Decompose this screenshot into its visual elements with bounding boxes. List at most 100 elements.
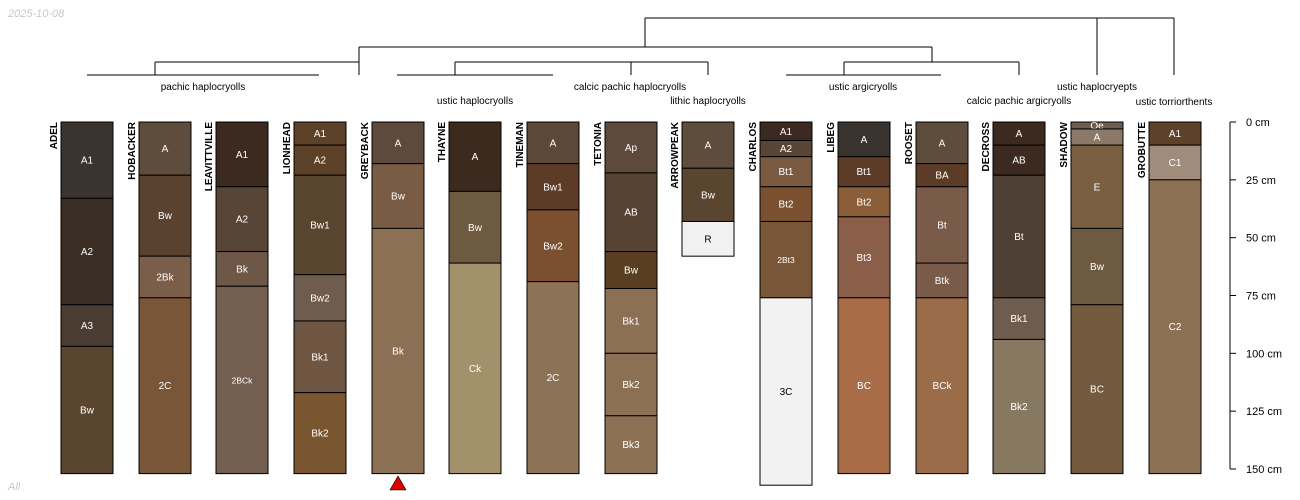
horizon-block bbox=[1148, 179, 1202, 475]
horizon-block bbox=[604, 251, 658, 290]
horizon-block bbox=[604, 121, 658, 174]
profile-arrowpeak: ARROWPEAK A Bw R bbox=[670, 121, 735, 257]
taxon-label: pachic haplocryolls bbox=[161, 82, 246, 93]
horizon-label: 2C bbox=[547, 373, 560, 384]
horizon-label: A1 bbox=[1169, 129, 1182, 140]
profile-name: TINEMAN bbox=[515, 122, 526, 168]
horizon-block bbox=[604, 288, 658, 354]
horizon-label: Bk bbox=[392, 347, 405, 358]
horizon-block bbox=[915, 121, 969, 165]
profile-name: TETONIA bbox=[593, 122, 604, 166]
horizon-block bbox=[448, 190, 502, 264]
horizon-label: Bk2 bbox=[311, 429, 329, 440]
profile-name: SHADOW bbox=[1059, 121, 1070, 167]
profile-name: DECROSS bbox=[981, 122, 992, 172]
horizon-block bbox=[215, 251, 269, 287]
horizon-label: A bbox=[472, 152, 479, 163]
profile-tetonia: TETONIA Ap AB Bw Bk1 Bk2 Bk3 bbox=[593, 121, 658, 475]
profile-adel: ADEL A1 A2 A3 Bw bbox=[49, 121, 114, 475]
horizon-block bbox=[448, 121, 502, 192]
horizon-block bbox=[60, 304, 114, 347]
horizon-label: Oe bbox=[1090, 121, 1104, 132]
horizon-block bbox=[604, 352, 658, 417]
horizon-block bbox=[992, 338, 1046, 475]
horizon-label: A bbox=[162, 144, 169, 155]
horizon-block bbox=[837, 186, 891, 218]
horizon-label: A bbox=[395, 138, 402, 149]
horizon-block bbox=[371, 121, 425, 165]
horizon-label: Ap bbox=[625, 143, 638, 154]
horizon-label: 2Bt3 bbox=[777, 255, 795, 265]
horizon-label: A bbox=[1016, 129, 1023, 140]
horizon-block bbox=[604, 172, 658, 253]
horizon-block bbox=[526, 163, 580, 211]
horizon-block bbox=[759, 220, 813, 299]
horizon-label: A1 bbox=[314, 129, 327, 140]
horizon-label: Bk3 bbox=[622, 440, 640, 451]
horizon-block bbox=[681, 121, 735, 169]
horizon-label: 2Bk bbox=[156, 272, 174, 283]
horizon-label: Bt3 bbox=[856, 253, 871, 264]
axis-tick-label: 150 cm bbox=[1246, 464, 1282, 476]
horizon-block bbox=[138, 174, 192, 257]
horizon-label: Ck bbox=[469, 364, 482, 375]
horizon-label: Bk2 bbox=[622, 380, 640, 391]
horizon-block bbox=[138, 255, 192, 299]
horizon-label: Bt bbox=[1014, 232, 1024, 243]
horizon-label: A2 bbox=[314, 156, 327, 167]
axis-tick-label: 25 cm bbox=[1246, 175, 1276, 187]
profile-charlos: CHARLOS A1 A2 Bt1 Bt2 2Bt3 3C bbox=[748, 121, 813, 486]
taxa-label-group: pachic haplocryolls ustic haplocryolls cal… bbox=[161, 82, 1213, 108]
horizon-block bbox=[138, 297, 192, 475]
horizon-label: 2C bbox=[159, 381, 172, 392]
profile-thayne: THAYNE A Bw Ck bbox=[437, 121, 502, 475]
depth-axis: 0 cm 25 cm 50 cm 75 cm 100 cm 125 cm 150 cm bbox=[1229, 117, 1282, 476]
horizon-block bbox=[371, 227, 425, 475]
horizon-block bbox=[992, 174, 1046, 299]
horizon-label: Bk2 bbox=[1010, 402, 1028, 413]
horizon-label: BC bbox=[1090, 385, 1104, 396]
horizon-label: A1 bbox=[236, 150, 249, 161]
horizon-block bbox=[60, 197, 114, 306]
horizon-block bbox=[526, 121, 580, 165]
horizon-label: A1 bbox=[780, 127, 793, 138]
horizon-label: A bbox=[705, 141, 712, 152]
horizon-label: A bbox=[550, 138, 557, 149]
footer-label: All bbox=[8, 481, 21, 493]
horizon-label: A1 bbox=[81, 156, 94, 167]
horizon-label: Bk bbox=[236, 264, 249, 275]
profile-name: LIBEG bbox=[826, 122, 837, 153]
taxon-label: lithic haplocryolls bbox=[670, 96, 746, 107]
marker-group bbox=[389, 475, 407, 491]
horizon-block bbox=[837, 297, 891, 475]
horizon-block bbox=[915, 297, 969, 475]
profile-name: ADEL bbox=[49, 122, 60, 149]
horizon-label: BCk bbox=[933, 381, 953, 392]
axis-tick-label: 50 cm bbox=[1246, 233, 1276, 245]
horizon-block bbox=[1070, 227, 1124, 306]
horizon-label: C2 bbox=[1169, 322, 1182, 333]
horizon-label: Bw1 bbox=[543, 182, 563, 193]
horizon-label: Bk1 bbox=[622, 316, 640, 327]
horizon-block bbox=[215, 121, 269, 188]
profile-grobutte: GROBUTTE A1 C1 C2 bbox=[1137, 121, 1202, 475]
horizon-label: Bw1 bbox=[310, 220, 330, 231]
horizon-block bbox=[759, 156, 813, 188]
horizon-label: R bbox=[704, 234, 711, 245]
horizon-block bbox=[215, 186, 269, 253]
horizon-label: 3C bbox=[780, 387, 793, 398]
horizon-block bbox=[992, 297, 1046, 340]
profile-name: LIONHEAD bbox=[282, 122, 293, 174]
marker-triangle bbox=[389, 475, 407, 491]
taxon-label: ustic haplocryepts bbox=[1057, 82, 1137, 93]
horizon-label: BA bbox=[935, 171, 949, 182]
profile-name: GROBUTTE bbox=[1137, 122, 1148, 178]
horizon-block bbox=[293, 144, 347, 176]
horizon-label: Bw bbox=[391, 192, 406, 203]
horizon-label: Bk1 bbox=[1010, 314, 1028, 325]
horizon-block bbox=[60, 121, 114, 199]
horizon-label: Bt2 bbox=[856, 197, 871, 208]
profile-hobacker: HOBACKER A Bw 2Bk 2C bbox=[127, 121, 192, 475]
